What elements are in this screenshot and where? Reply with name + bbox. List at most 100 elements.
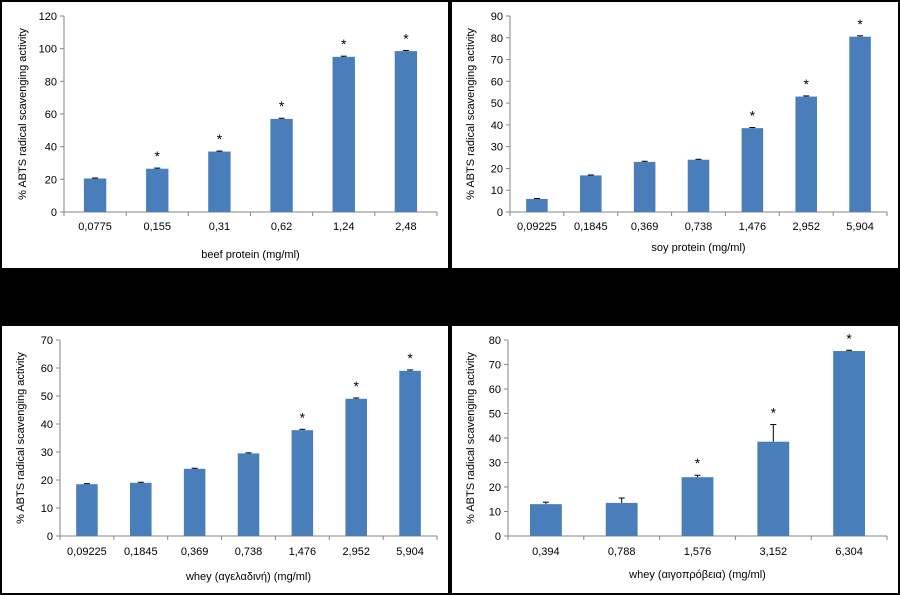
- x-tick-label: 0,09225: [517, 221, 557, 233]
- x-tick-label: 0,09225: [67, 546, 107, 558]
- x-tick-label: 0,31: [209, 221, 230, 233]
- y-tick-label: 50: [41, 391, 53, 403]
- x-tick-label: 3,152: [760, 546, 788, 558]
- x-tick-label: 0,738: [685, 221, 713, 233]
- y-axis-title: % ABTS radical scavenging activity: [17, 28, 29, 200]
- x-tick-label: 2,48: [395, 221, 416, 233]
- y-tick-label: 70: [491, 55, 503, 67]
- bar: [833, 351, 866, 536]
- significance-star: *: [803, 76, 809, 92]
- x-axis-title: whey (αιγοπρόβεια) (mg/ml): [628, 569, 766, 581]
- significance-star: *: [695, 455, 701, 471]
- bar: [394, 51, 418, 212]
- x-tick-label: 1,576: [684, 546, 712, 558]
- chart-panel-whey-goat-sheep: 0 10 20 30 40 50 60 70 80 0,394 0,788 1,576 * 3,152 * 6…: [452, 326, 898, 593]
- significance-star: *: [279, 98, 285, 114]
- y-tick-label: 60: [491, 76, 503, 88]
- bar: [208, 151, 231, 212]
- y-tick-label: 80: [489, 335, 501, 347]
- x-tick-label: 5,904: [396, 546, 424, 558]
- chart-svg: 0 10 20 30 40 50 60 70 80 0,394 0,788 1,576 * 3,152 * 6…: [465, 330, 888, 581]
- y-tick-label: 20: [489, 482, 501, 494]
- x-axis-title: soy protein (mg/ml): [651, 242, 745, 254]
- significance-star: *: [771, 405, 777, 421]
- chart-svg: 0 20 40 60 80 100 120 0,0775 0,155 * 0,31 * 0,62 * 1,2…: [17, 11, 438, 261]
- bar: [605, 502, 638, 536]
- bar: [741, 128, 764, 212]
- bar: [687, 159, 710, 212]
- y-tick-label: 10: [491, 185, 503, 197]
- x-axis-title: beef protein (mg/ml): [201, 249, 299, 261]
- x-tick-label: 6,304: [835, 546, 863, 558]
- x-tick-label: 0,1845: [574, 221, 608, 233]
- bar: [399, 370, 421, 536]
- significance-star: *: [407, 350, 413, 366]
- x-tick-label: 0,788: [608, 546, 636, 558]
- y-tick-label: 120: [39, 11, 57, 23]
- y-tick-label: 40: [491, 120, 503, 132]
- y-tick-label: 60: [41, 363, 53, 375]
- y-tick-label: 10: [41, 503, 53, 515]
- significance-star: *: [155, 148, 161, 164]
- bar: [580, 175, 602, 212]
- bar: [76, 484, 98, 536]
- bar: [270, 118, 293, 212]
- chart-panel-beef: 0 20 40 60 80 100 120 0,0775 0,155 * 0,31 * 0,62 * 1,2…: [2, 2, 448, 268]
- chart-svg: 0 10 20 30 40 50 60 70 80 90 0,09225 0,1845 0,369 0,7…: [465, 11, 888, 254]
- bar: [795, 96, 817, 212]
- y-tick-label: 40: [45, 142, 57, 154]
- bar: [757, 441, 790, 536]
- y-tick-label: 20: [491, 163, 503, 175]
- x-tick-label: 1,476: [739, 221, 767, 233]
- x-tick-label: 2,952: [342, 546, 370, 558]
- y-tick-label: 0: [497, 207, 503, 219]
- y-tick-label: 100: [39, 44, 57, 56]
- x-axis-title: whey (αγελαδινή) (mg/ml): [185, 571, 311, 583]
- x-tick-label: 0,369: [181, 546, 209, 558]
- x-tick-label: 1,476: [289, 546, 317, 558]
- y-tick-label: 20: [45, 174, 57, 186]
- x-tick-label: 0,394: [532, 546, 560, 558]
- y-tick-label: 50: [489, 409, 501, 421]
- y-tick-label: 80: [491, 33, 503, 45]
- bar: [130, 482, 152, 536]
- x-tick-label: 0,369: [631, 221, 659, 233]
- chart-panel-whey-cow: 0 10 20 30 40 50 60 70 0,09225 0,1845 0,369 0,738 1,…: [2, 326, 448, 593]
- bar: [681, 477, 714, 536]
- significance-star: *: [750, 108, 756, 124]
- y-tick-label: 50: [491, 98, 503, 110]
- significance-star: *: [300, 409, 306, 425]
- x-tick-label: 0,1845: [124, 546, 158, 558]
- y-axis-title: % ABTS radical scavenging activity: [465, 28, 477, 200]
- x-tick-label: 0,738: [235, 546, 263, 558]
- x-tick-label: 0,0775: [78, 221, 112, 233]
- bar: [237, 453, 260, 536]
- significance-star: *: [857, 16, 863, 32]
- y-tick-label: 0: [495, 531, 501, 543]
- bar: [529, 504, 562, 536]
- y-tick-label: 0: [51, 207, 57, 219]
- bar: [332, 56, 355, 213]
- bar: [146, 168, 169, 212]
- x-tick-label: 0,155: [143, 221, 171, 233]
- y-tick-label: 10: [489, 507, 501, 519]
- y-tick-label: 20: [41, 475, 53, 487]
- y-tick-label: 80: [45, 76, 57, 88]
- bar: [633, 161, 656, 212]
- significance-star: *: [846, 330, 852, 346]
- chart-svg: 0 10 20 30 40 50 60 70 0,09225 0,1845 0,369 0,738 1,…: [15, 335, 438, 583]
- bar: [83, 178, 107, 212]
- y-tick-label: 60: [489, 384, 501, 396]
- significance-star: *: [403, 30, 409, 46]
- bar: [291, 430, 314, 536]
- bar: [849, 36, 871, 212]
- y-tick-label: 60: [45, 109, 57, 121]
- bar: [345, 398, 367, 536]
- y-tick-label: 0: [47, 531, 53, 543]
- y-tick-label: 90: [491, 11, 503, 23]
- y-tick-label: 30: [489, 458, 501, 470]
- x-tick-label: 2,952: [792, 221, 820, 233]
- y-tick-label: 70: [489, 360, 501, 372]
- bar: [526, 198, 548, 212]
- x-tick-label: 1,24: [333, 221, 354, 233]
